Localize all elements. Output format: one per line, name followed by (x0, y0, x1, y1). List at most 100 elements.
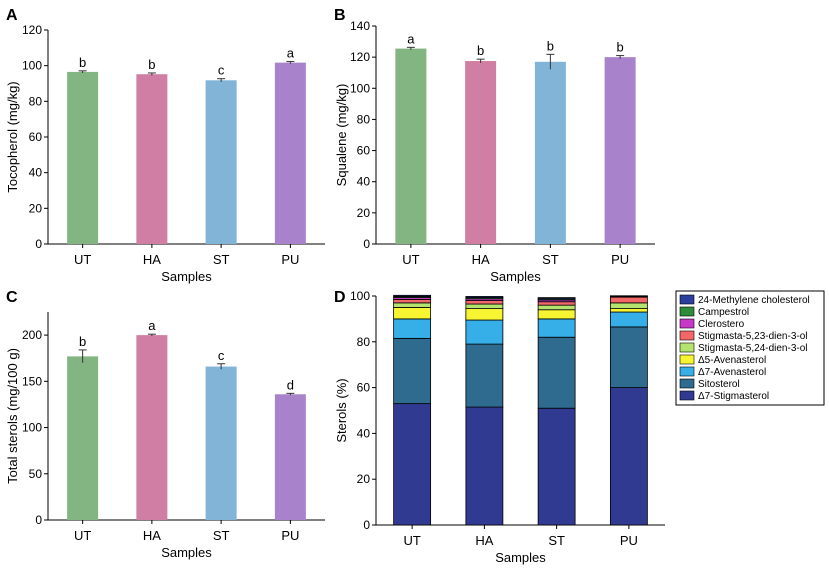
y-tick-label: 20 (357, 206, 371, 220)
significance-label: b (477, 43, 484, 58)
x-tick-label: HA (143, 528, 161, 543)
bar-st (206, 367, 237, 520)
y-tick-label: 40 (29, 166, 43, 180)
y-tick-label: 0 (363, 518, 370, 532)
legend-swatch (680, 343, 694, 352)
stack-segment-pu (610, 303, 647, 309)
legend-swatch (680, 379, 694, 388)
x-tick-label: ST (213, 252, 230, 267)
stack-segment-st (538, 337, 575, 408)
y-tick-label: 80 (29, 94, 43, 108)
y-axis-title: Total sterols (mg/100 g) (5, 348, 20, 484)
x-tick-label: PU (620, 533, 638, 548)
bar-ut (67, 356, 98, 520)
significance-label: b (617, 40, 624, 55)
y-tick-label: 80 (357, 112, 371, 126)
panel-letter-d: D (334, 289, 346, 306)
bar-ut (67, 72, 98, 244)
x-tick-label: ST (213, 528, 230, 543)
y-tick-label: 40 (357, 426, 371, 440)
bar-st (535, 62, 566, 244)
x-axis-title: Samples (495, 550, 546, 565)
y-axis-title: Squalene (mg/kg) (334, 84, 349, 187)
significance-label: b (79, 55, 86, 70)
y-tick-label: 20 (357, 472, 371, 486)
x-tick-label: PU (611, 252, 629, 267)
legend-label: Δ7-Stigmasterol (698, 391, 769, 402)
stack-segment-pu (610, 309, 647, 312)
y-tick-label: 100 (350, 81, 370, 95)
y-tick-label: 0 (35, 237, 42, 251)
x-tick-label: UT (403, 533, 420, 548)
legend-swatch (680, 319, 694, 328)
bar-ut (395, 49, 426, 244)
stack-segment-ut (394, 303, 431, 308)
legend-swatch (680, 355, 694, 364)
stack-segment-ut (394, 295, 431, 296)
stack-segment-st (538, 319, 575, 337)
bar-pu (275, 63, 306, 244)
legend-swatch (680, 391, 694, 400)
y-tick-label: 0 (35, 513, 42, 527)
y-axis-title: Tocopherol (mg/kg) (5, 81, 20, 192)
stack-segment-ut (394, 338, 431, 403)
x-tick-label: HA (143, 252, 161, 267)
stack-segment-ut (394, 319, 431, 338)
stack-segment-ut (394, 404, 431, 525)
stack-segment-pu (610, 297, 647, 303)
significance-label: c (218, 348, 225, 363)
bar-pu (605, 57, 636, 244)
y-tick-label: 100 (22, 421, 42, 435)
stack-segment-st (538, 298, 575, 299)
legend-label: Δ7-Avenasterol (698, 367, 766, 378)
legend-label: Stigmasta-5,23-dien-3-ol (698, 331, 808, 342)
significance-label: b (79, 334, 86, 349)
stack-segment-ha (466, 304, 503, 309)
legend-label: 24-Methylene cholesterol (698, 295, 810, 306)
bar-pu (275, 394, 306, 520)
stack-segment-ha (466, 309, 503, 320)
panel-letter-b: B (334, 7, 346, 24)
significance-label: a (287, 46, 295, 61)
bar-ha (136, 335, 167, 520)
panel-letter-c: C (6, 289, 18, 306)
stack-segment-pu (610, 388, 647, 525)
legend-label: Campestrol (698, 307, 749, 318)
significance-label: b (148, 57, 155, 72)
stack-segment-ut (394, 307, 431, 318)
y-tick-label: 80 (357, 335, 371, 349)
y-axis-title: Sterols (%) (334, 378, 349, 442)
stack-segment-pu (610, 327, 647, 388)
legend-label: Sitosterol (698, 379, 740, 390)
legend-label: Clerostero (698, 319, 745, 330)
legend-swatch (680, 295, 694, 304)
significance-label: d (287, 377, 294, 392)
chart-sterol-composition: 0 20 40 60 80 100 UT HA ST PU Samples Sterols (%) 24… (334, 289, 824, 565)
bar-st (206, 80, 237, 244)
y-tick-label: 150 (22, 374, 42, 388)
x-tick-label: ST (548, 533, 565, 548)
x-axis-title: Samples (490, 269, 541, 284)
x-tick-label: PU (281, 528, 299, 543)
y-tick-label: 140 (350, 19, 370, 33)
stack-segment-ha (466, 344, 503, 407)
legend-swatch (680, 307, 694, 316)
y-tick-label: 100 (350, 289, 370, 303)
y-tick-label: 60 (357, 381, 371, 395)
x-axis-title: Samples (161, 545, 212, 560)
stack-segment-pu (610, 312, 647, 327)
legend-swatch (680, 367, 694, 376)
panel-letter-a: A (6, 7, 18, 24)
y-tick-label: 200 (22, 328, 42, 342)
y-tick-label: 0 (363, 237, 370, 251)
significance-label: a (407, 31, 415, 46)
x-tick-label: PU (281, 252, 299, 267)
legend-label: Stigmasta-5,24-dien-3-ol (698, 343, 808, 354)
x-tick-label: HA (475, 533, 493, 548)
y-tick-label: 120 (350, 50, 370, 64)
significance-label: c (218, 63, 225, 78)
y-tick-label: 60 (29, 130, 43, 144)
stack-segment-st (538, 305, 575, 310)
